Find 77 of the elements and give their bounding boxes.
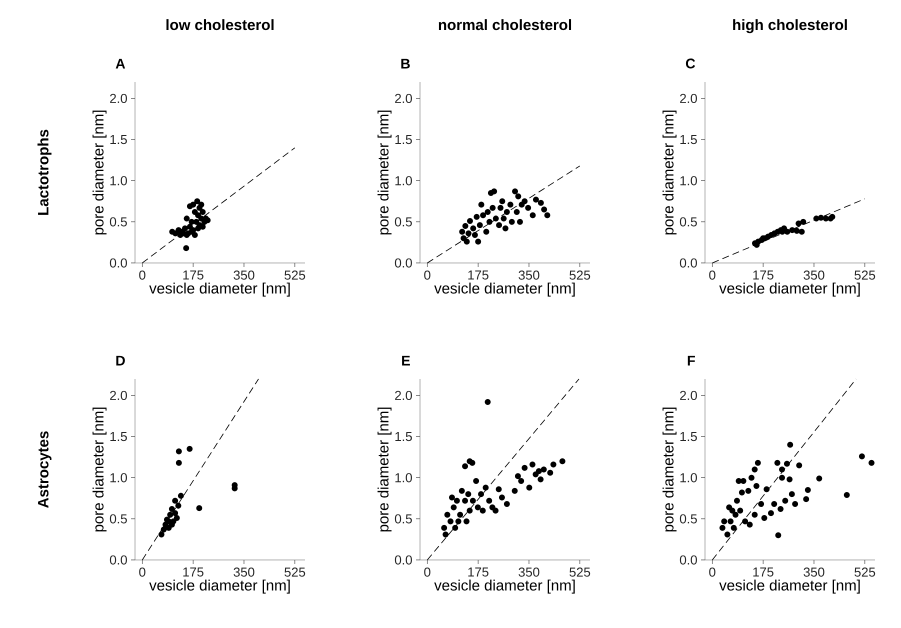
chart-title: F <box>688 356 695 366</box>
text: Lactotrophs <box>37 130 52 215</box>
x-tick-label: 175 <box>183 568 204 577</box>
x-tick-label: 175 <box>183 270 204 280</box>
x-tick-label: 175 <box>468 270 488 280</box>
y-axis-title: pore diameter [nm] <box>378 408 392 532</box>
y-tick-label: 1.5 <box>395 135 412 144</box>
y-tick-label: 0.0 <box>394 555 412 565</box>
y-axis-title: pore diameter [nm] <box>378 110 392 234</box>
x-tick-label: 350 <box>518 568 540 577</box>
y-tick-label: 1.0 <box>395 176 412 186</box>
y-tick-label: 1.5 <box>680 135 697 144</box>
y-tick-label: 1.5 <box>395 432 412 442</box>
y-tick-label: 0.5 <box>110 514 127 524</box>
x-tick-label: 525 <box>854 270 876 280</box>
x-tick-label: 350 <box>804 568 824 577</box>
y-tick-label: 2.0 <box>110 94 127 104</box>
y-tick-label: 0.0 <box>680 555 697 565</box>
y-tick-label: 1.0 <box>110 176 127 186</box>
y-tick-label: 0.0 <box>394 258 412 268</box>
y-axis-title: pore diameter [nm] <box>662 408 677 532</box>
x-tick-label: 525 <box>284 270 306 280</box>
chart-title: C <box>686 58 696 68</box>
y-tick-label: 0.0 <box>110 555 127 565</box>
y-tick-label: 2.0 <box>680 94 697 104</box>
x-tick-label: 175 <box>753 568 774 577</box>
y-tick-label: 1.0 <box>395 473 412 482</box>
y-tick-label: 1.0 <box>680 473 697 482</box>
chart-subtitle: low cholesterol <box>166 19 274 30</box>
chart-title: A <box>116 58 126 68</box>
chart-subtitle: normal cholesterol <box>438 19 572 30</box>
y-tick-label: 0.5 <box>680 217 697 226</box>
x-axis-title: vesicle diameter [nm] <box>719 282 860 297</box>
x-tick-label: 525 <box>284 568 306 577</box>
y-tick-label: 1.0 <box>110 473 127 482</box>
x-axis-title: vesicle diameter [nm] <box>149 580 290 594</box>
y-tick-label: 0.5 <box>394 217 412 226</box>
x-tick-label: 175 <box>468 568 488 577</box>
x-tick-label: 0 <box>424 270 430 280</box>
x-tick-label: 0 <box>139 270 146 280</box>
chart-title: D <box>116 356 125 366</box>
y-tick-label: 0.5 <box>110 217 127 226</box>
x-tick-label: 525 <box>570 568 590 577</box>
x-axis-title: vesicle diameter [nm] <box>719 580 860 594</box>
x-axis-title: vesicle diameter [nm] <box>434 580 575 594</box>
y-tick-label: 1.5 <box>110 135 127 144</box>
x-tick-label: 0 <box>424 568 430 577</box>
x-tick-label: 525 <box>570 270 590 280</box>
x-tick-label: 525 <box>854 568 876 577</box>
y-axis-title: pore diameter [nm] <box>92 110 107 234</box>
y-tick-label: 0.5 <box>680 514 697 524</box>
y-tick-label: 2.0 <box>110 390 127 400</box>
y-axis-title: pore diameter [nm] <box>662 110 677 234</box>
chart-subtitle: high cholesterol <box>733 19 847 34</box>
x-tick-label: 175 <box>753 270 774 280</box>
chart-title: B <box>401 58 410 68</box>
y-tick-label: 1.0 <box>680 176 697 186</box>
y-axis-title: pore diameter [nm] <box>92 408 107 532</box>
y-tick-label: 1.5 <box>680 432 697 442</box>
x-tick-label: 0 <box>139 568 146 577</box>
x-tick-label: 350 <box>518 270 540 280</box>
x-tick-label: 0 <box>709 270 716 280</box>
x-axis-title: vesicle diameter [nm] <box>149 282 290 297</box>
x-tick-label: 350 <box>804 270 824 280</box>
y-tick-label: 1.5 <box>110 432 127 442</box>
x-tick-label: 0 <box>709 568 716 577</box>
y-tick-label: 2.0 <box>680 390 697 400</box>
text: Astrocytes <box>38 431 52 508</box>
y-tick-label: 0.0 <box>680 258 697 268</box>
y-tick-label: 2.0 <box>395 94 412 104</box>
y-tick-label: 0.0 <box>110 258 127 268</box>
y-tick-label: 0.5 <box>394 514 412 524</box>
x-axis-title: vesicle diameter [nm] <box>434 282 575 297</box>
y-tick-label: 2.0 <box>395 390 412 400</box>
x-tick-label: 350 <box>234 270 254 280</box>
x-tick-label: 350 <box>234 568 254 577</box>
chart-title: E <box>402 356 410 366</box>
